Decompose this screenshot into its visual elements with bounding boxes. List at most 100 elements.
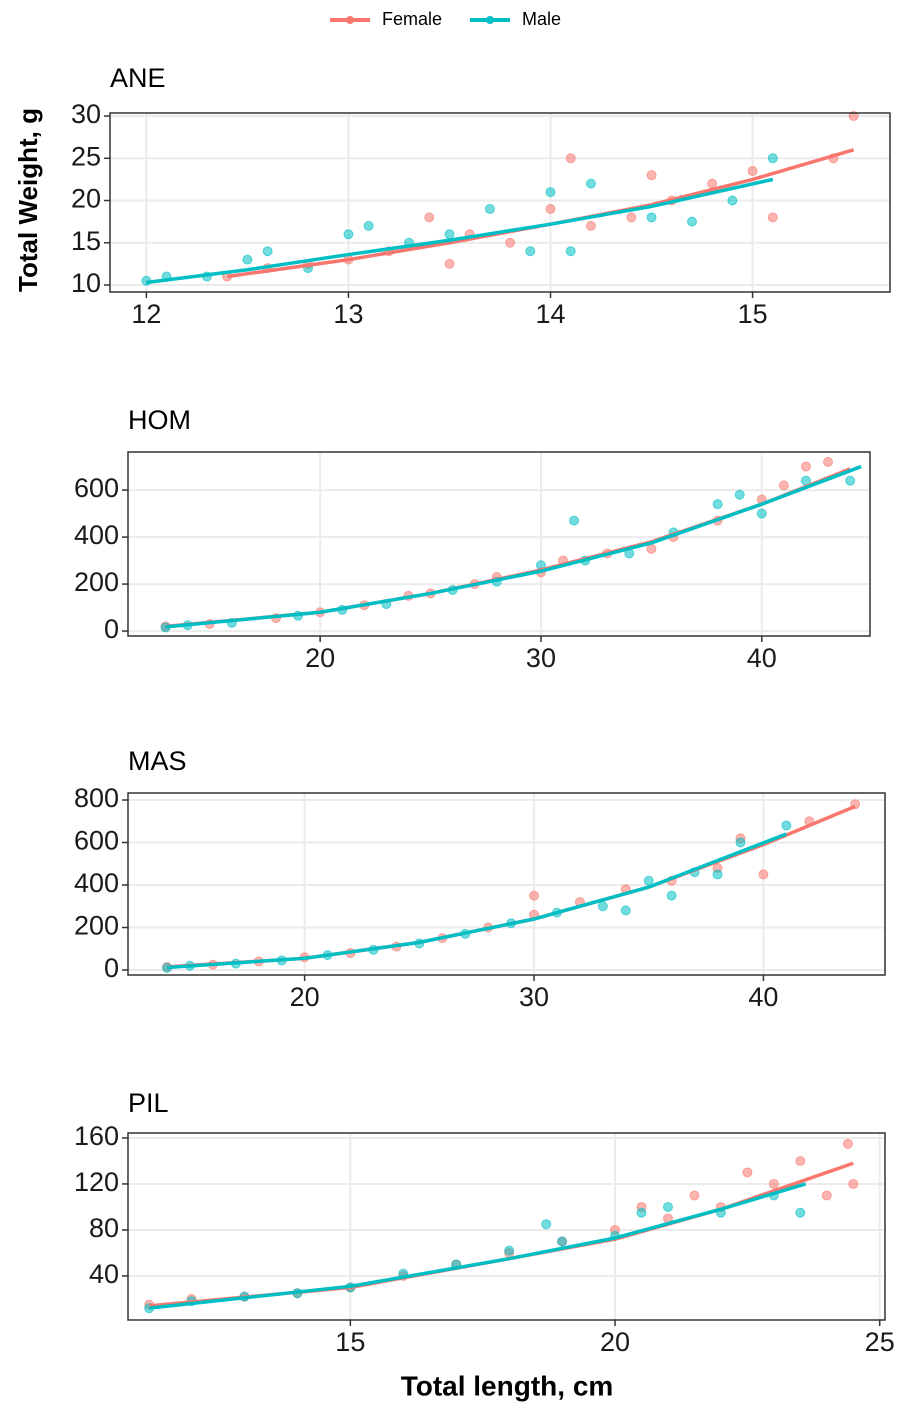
y-tick-label: 800: [74, 783, 119, 813]
point: [505, 237, 516, 248]
point: [727, 195, 738, 206]
fit-line: [148, 1182, 807, 1310]
point: [262, 246, 273, 257]
legend-label: Male: [522, 9, 561, 29]
x-tick-label: 20: [290, 982, 320, 1012]
point: [545, 187, 556, 198]
point: [636, 1207, 647, 1218]
y-tick-label: 0: [104, 614, 119, 644]
point: [545, 203, 556, 214]
y-tick-label: 25: [71, 141, 101, 171]
y-tick-label: 200: [74, 567, 119, 597]
point: [845, 475, 856, 486]
point: [735, 837, 746, 848]
point: [565, 246, 576, 257]
y-tick-label: 10: [71, 268, 101, 298]
point: [626, 212, 637, 223]
point: [800, 461, 811, 472]
point: [363, 220, 374, 231]
point: [525, 246, 536, 257]
point: [795, 1155, 806, 1166]
point: [823, 456, 834, 467]
plot-border: [127, 1132, 886, 1321]
panel-title: MAS: [128, 746, 187, 776]
point: [689, 1190, 700, 1201]
x-tick-label: 15: [335, 1327, 365, 1357]
fit-line: [146, 177, 774, 285]
point: [848, 111, 859, 122]
point: [686, 216, 697, 227]
point: [767, 212, 778, 223]
x-tick-label: 13: [333, 299, 363, 329]
plot-background: [110, 113, 890, 292]
x-tick-label: 40: [747, 643, 777, 673]
point: [565, 153, 576, 164]
point: [242, 254, 253, 265]
point: [666, 890, 677, 901]
legend-dot: [486, 16, 494, 24]
point: [484, 203, 495, 214]
y-tick-label: 40: [89, 1259, 119, 1289]
point: [541, 1219, 552, 1230]
panel-title: ANE: [110, 63, 166, 93]
point: [848, 1178, 859, 1189]
point: [585, 220, 596, 231]
point: [444, 258, 455, 269]
x-tick-label: 40: [748, 982, 778, 1012]
y-axis-label: Total Weight, g: [13, 108, 43, 292]
x-tick-label: 12: [131, 299, 161, 329]
point: [646, 212, 657, 223]
fit-line: [166, 832, 787, 970]
point: [557, 1236, 568, 1247]
point: [585, 178, 596, 189]
point: [758, 869, 769, 880]
y-tick-label: 80: [89, 1213, 119, 1243]
point: [529, 890, 540, 901]
y-tick-label: 600: [74, 473, 119, 503]
point: [842, 1138, 853, 1149]
point: [504, 1245, 515, 1256]
y-tick-label: 400: [74, 520, 119, 550]
x-tick-label: 20: [305, 643, 335, 673]
x-tick-label: 20: [600, 1327, 630, 1357]
point: [734, 489, 745, 500]
y-tick-label: 200: [74, 911, 119, 941]
x-tick-label: 25: [865, 1327, 895, 1357]
x-axis-label: Total length, cm: [401, 1370, 614, 1401]
y-tick-label: 20: [71, 184, 101, 214]
point: [768, 1178, 779, 1189]
plot-border: [127, 451, 871, 637]
point: [646, 543, 657, 554]
y-tick-label: 400: [74, 868, 119, 898]
y-tick-label: 30: [71, 99, 101, 129]
point: [569, 515, 580, 526]
point: [747, 165, 758, 176]
point: [343, 229, 354, 240]
x-tick-label: 30: [526, 643, 556, 673]
point: [795, 1207, 806, 1218]
plot-border: [127, 792, 886, 976]
point: [712, 499, 723, 510]
legend-dot: [346, 16, 354, 24]
legend-label: Female: [382, 9, 442, 29]
point: [646, 170, 657, 181]
x-tick-label: 30: [519, 982, 549, 1012]
y-tick-label: 600: [74, 826, 119, 856]
y-tick-label: 0: [104, 953, 119, 983]
point: [707, 178, 718, 189]
point: [742, 1167, 753, 1178]
y-tick-label: 120: [74, 1167, 119, 1197]
fit-line: [165, 464, 862, 629]
plot-background: [128, 452, 870, 636]
point: [767, 153, 778, 164]
x-tick-label: 15: [738, 299, 768, 329]
panel-title: PIL: [128, 1088, 169, 1118]
point: [620, 905, 631, 916]
point: [778, 480, 789, 491]
y-tick-label: 15: [71, 226, 101, 256]
point: [597, 901, 608, 912]
point: [756, 508, 767, 519]
point: [781, 820, 792, 831]
point: [444, 229, 455, 240]
